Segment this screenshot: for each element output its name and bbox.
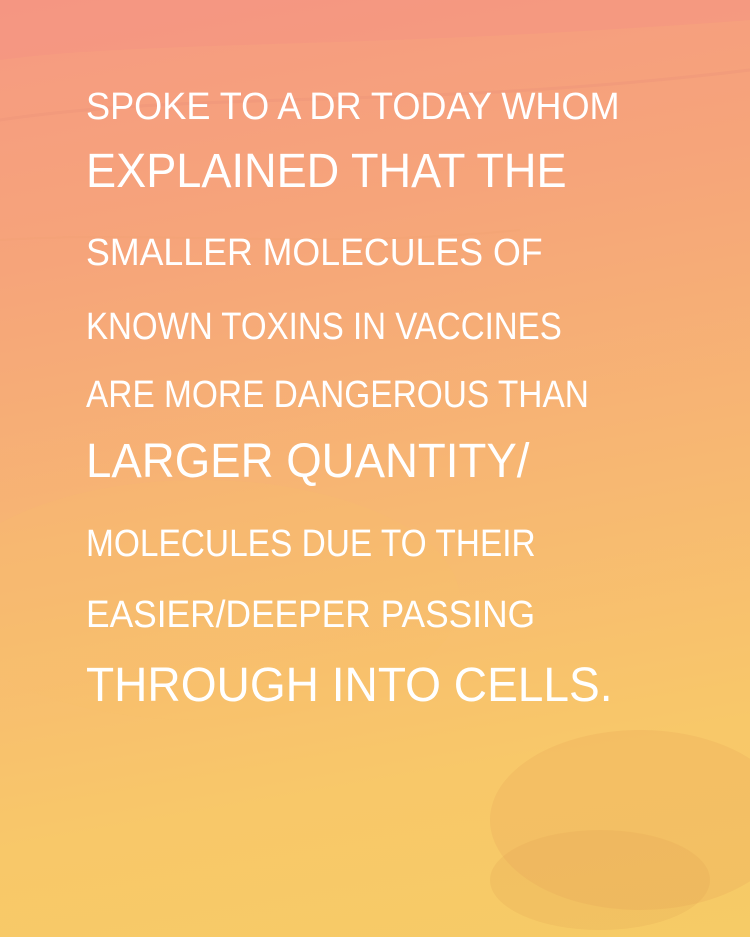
quote-line-3: SMALLER MOLECULES OF: [86, 232, 543, 274]
quote-line-8: EASIER/DEEPER PASSING: [86, 594, 536, 636]
quote-line-9: THROUGH INTO CELLS.: [86, 659, 613, 712]
quote-line-6: LARGER QUANTITY/: [86, 435, 530, 488]
quote-line-5: ARE MORE DANGEROUS THAN: [86, 374, 589, 416]
quote-line-1: SPOKE TO A DR TODAY WHOM: [86, 86, 620, 128]
quote-line-2: EXPLAINED THAT THE: [86, 145, 567, 198]
quote-line-7: MOLECULES DUE TO THEIR: [86, 523, 536, 565]
quote-line-4: KNOWN TOXINS IN VACCINES: [86, 306, 562, 348]
